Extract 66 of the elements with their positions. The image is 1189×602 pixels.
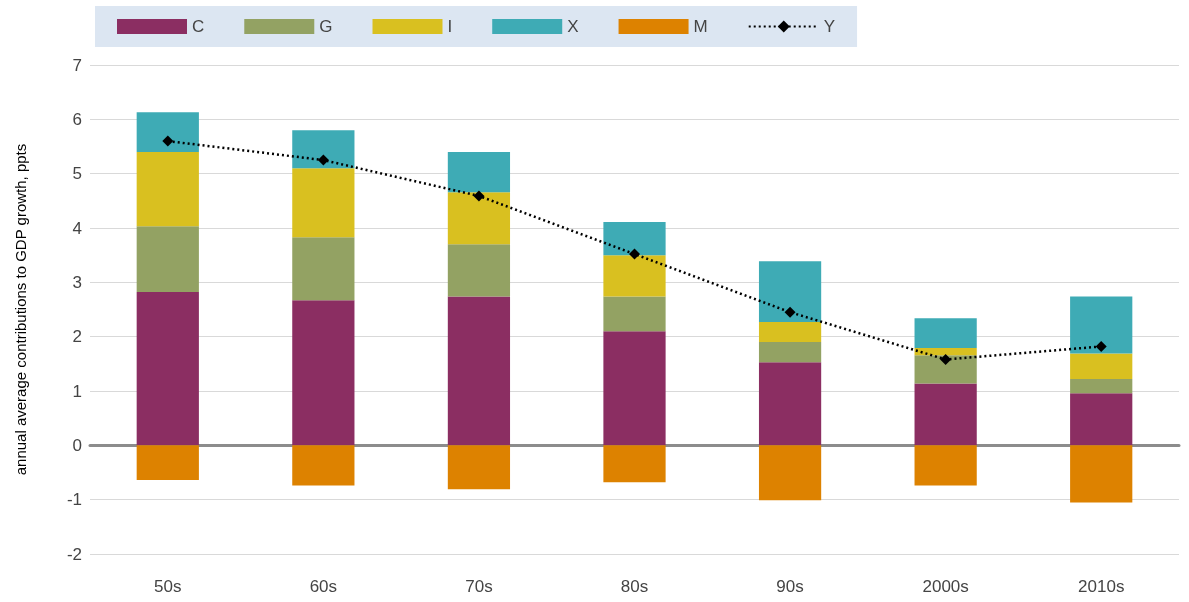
bar: [914, 383, 977, 446]
bar: [914, 318, 977, 349]
bar: [447, 296, 511, 446]
y-tick-label: 5: [72, 164, 82, 184]
bar: [292, 445, 355, 486]
bar: [603, 222, 666, 256]
bar: [1070, 379, 1133, 394]
y-tick-label: -2: [66, 544, 82, 564]
y-tick-label: 0: [72, 435, 82, 455]
legend-label: X: [567, 17, 579, 36]
bar: [914, 445, 977, 486]
legend-label: C: [192, 17, 205, 36]
bar: [914, 355, 977, 384]
bar: [603, 255, 666, 297]
bar: [447, 192, 511, 245]
bar: [447, 244, 511, 297]
bar: [447, 445, 511, 490]
bar: [603, 445, 666, 483]
y-tick-label: -1: [66, 490, 82, 510]
point: [162, 135, 174, 147]
bar: [136, 226, 199, 293]
bar: [136, 292, 199, 446]
bar: [758, 261, 822, 322]
y-tick-label: 1: [72, 381, 82, 401]
y-tick-label: 4: [72, 218, 82, 238]
point: [940, 353, 952, 365]
bar: [1070, 296, 1133, 354]
bar: [292, 168, 355, 238]
legend-label: I: [447, 17, 453, 36]
bar: [292, 300, 355, 446]
bar: [136, 112, 199, 152]
bar: [447, 151, 511, 193]
y-axis-title: annual average contributions to GDP growth, ppts: [12, 143, 29, 476]
bar: [136, 445, 199, 481]
point: [1095, 340, 1107, 352]
y-tick-label: 6: [72, 109, 82, 129]
bar: [758, 362, 822, 446]
bar: [1070, 353, 1133, 380]
bar: [914, 348, 977, 356]
point: [784, 306, 796, 318]
x-tick-label: 2010s: [1078, 577, 1125, 596]
point: [317, 154, 329, 166]
bar: [136, 151, 199, 227]
bar: [1070, 445, 1133, 503]
bar: [758, 342, 822, 363]
legend-label: Y: [823, 17, 836, 36]
x-tick-label: 50s: [154, 577, 182, 596]
x-tick-label: 90s: [776, 577, 804, 596]
point: [629, 248, 640, 260]
y-tick-label: 7: [72, 55, 82, 75]
x-tick-label: 2000s: [922, 577, 969, 596]
y-tick-label: 3: [72, 272, 82, 292]
bar: [758, 322, 822, 343]
legend-label: M: [693, 17, 708, 36]
point: [473, 190, 485, 202]
legend-label: G: [319, 17, 333, 36]
y-tick-label: 2: [72, 327, 82, 347]
x-tick-label: 60s: [309, 577, 338, 596]
x-tick-label: 80s: [620, 577, 649, 596]
bar: [1070, 393, 1133, 446]
bar: [292, 130, 355, 169]
bar: [603, 296, 666, 332]
bar: [292, 237, 355, 301]
bar: [603, 331, 666, 446]
bar: [758, 445, 822, 501]
x-tick-label: 70s: [465, 577, 493, 596]
